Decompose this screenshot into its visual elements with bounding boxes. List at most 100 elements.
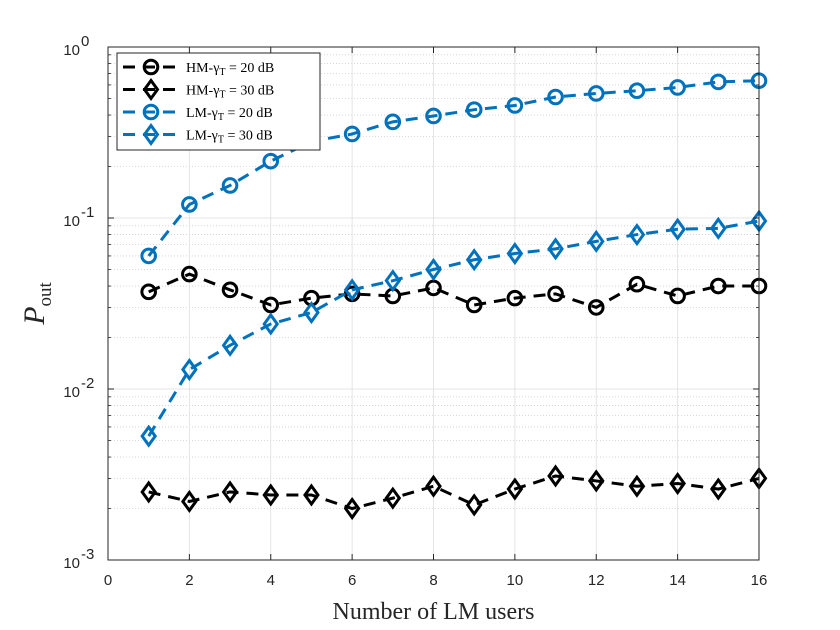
data-point (547, 237, 564, 261)
data-point (465, 296, 483, 314)
data-point (587, 85, 605, 102)
legend-marker (142, 58, 160, 76)
data-point (140, 247, 157, 265)
data-point (384, 269, 402, 293)
data-point (628, 275, 646, 293)
data-point (547, 285, 564, 303)
data-point (221, 177, 239, 194)
data-point (465, 493, 483, 517)
data-point (384, 113, 402, 131)
legend-item: LM-γT = 20 dB (123, 103, 273, 123)
series-1 (140, 265, 768, 316)
data-point (587, 299, 605, 316)
x-axis-label: Number of LM users (333, 599, 535, 625)
data-point (181, 196, 198, 213)
y-axis-label-sub: out (35, 281, 56, 306)
data-point (384, 486, 402, 510)
data-point (343, 278, 361, 302)
data-point (465, 248, 483, 272)
x-tick-label: 4 (267, 572, 275, 589)
series-layer (140, 72, 768, 521)
legend-item: HM-γT = 30 dB (123, 77, 274, 102)
data-point (262, 312, 280, 336)
data-point (140, 424, 158, 448)
data-point (547, 464, 564, 488)
data-point (710, 73, 727, 91)
x-tick-label: 6 (348, 572, 356, 589)
series-line (147, 219, 760, 437)
y-tick-exponent: -3 (81, 546, 94, 563)
data-point (628, 82, 646, 100)
data-point (506, 477, 524, 501)
series-3 (140, 72, 768, 265)
legend-marker (142, 77, 160, 102)
data-point (221, 333, 239, 357)
data-point (140, 283, 157, 301)
legend: HM-γT = 20 dB HM-γT = 30 dB LM-γT = 20 dB L… (116, 52, 321, 151)
data-point (669, 79, 686, 96)
y-tick-exponent: 0 (81, 33, 89, 50)
y-tick-label: 10 (63, 42, 80, 59)
y-tick-label: 10 (63, 555, 80, 572)
y-tick-exponent: -2 (81, 375, 94, 392)
data-point (262, 483, 280, 507)
data-point (343, 125, 361, 143)
data-point (425, 279, 442, 297)
x-tick-label: 10 (507, 572, 524, 589)
y-axis-label-main: P (18, 306, 51, 325)
y-tick-label: 10 (63, 384, 80, 401)
y-tick-exponent: -1 (81, 204, 94, 221)
data-point (506, 289, 524, 307)
data-point (221, 281, 239, 299)
legend-label: HM-γT = 20 dB (186, 61, 274, 78)
data-point (181, 265, 198, 283)
series-line (148, 474, 760, 511)
data-point (628, 474, 646, 498)
legend-item: LM-γT = 30 dB (123, 122, 273, 147)
x-tick-label: 0 (104, 572, 112, 589)
data-point (669, 471, 686, 496)
data-point (262, 296, 280, 314)
data-point (181, 357, 198, 382)
data-point (669, 217, 686, 241)
x-tick-label: 16 (751, 572, 768, 589)
data-point (587, 469, 605, 493)
data-point (425, 107, 442, 125)
data-point (669, 287, 686, 305)
data-point (221, 480, 239, 504)
x-tick-label: 8 (429, 572, 437, 589)
y-axis-label: Pout (18, 281, 56, 325)
data-point (710, 277, 727, 295)
data-point (506, 241, 524, 266)
data-point (587, 229, 605, 253)
legend-item: HM-γT = 20 dB (123, 58, 274, 78)
data-point (628, 223, 646, 247)
data-point (343, 496, 361, 521)
x-tick-label: 2 (185, 572, 193, 589)
legend-label: LM-γT = 20 dB (186, 106, 273, 123)
data-point (303, 300, 320, 325)
legend-label: HM-γT = 30 dB (186, 84, 274, 101)
data-point (303, 483, 320, 507)
data-point (425, 474, 442, 498)
x-tick-label: 14 (669, 572, 686, 589)
data-point (506, 97, 524, 114)
x-tick-label: 12 (588, 572, 605, 589)
axis-ticks (107, 46, 760, 561)
data-point (425, 257, 442, 282)
legend-marker (142, 103, 160, 121)
legend-label: LM-γT = 30 dB (186, 129, 273, 146)
data-point (547, 88, 564, 106)
data-point (181, 489, 198, 514)
y-tick-label: 10 (63, 213, 80, 230)
legend-marker (142, 122, 160, 147)
data-point (709, 477, 727, 501)
series-line (148, 272, 759, 310)
data-point (709, 216, 727, 240)
series-line (147, 79, 760, 257)
series-4 (140, 209, 768, 448)
data-point (465, 101, 483, 118)
data-point (262, 152, 280, 170)
